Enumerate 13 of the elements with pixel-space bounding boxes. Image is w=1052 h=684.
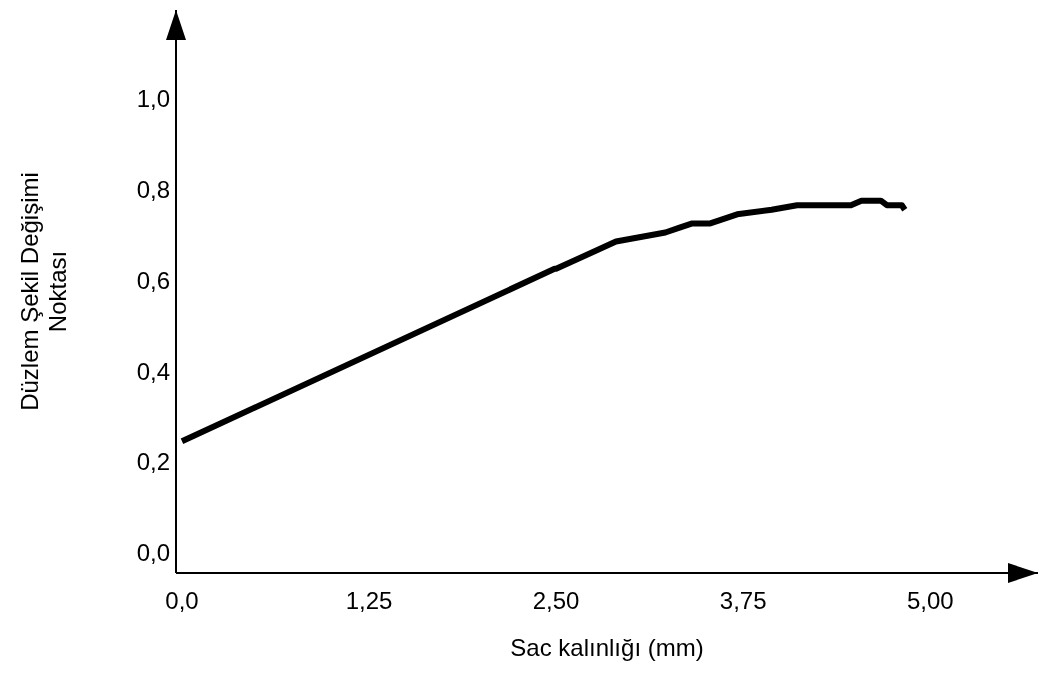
- x-tick-label: 2,50: [532, 587, 580, 614]
- y-tick-label: 0,0: [136, 539, 170, 567]
- y-tick-label: 1,0: [136, 85, 170, 113]
- x-tick-label: 1,25: [345, 587, 393, 614]
- y-axis-title: Düzlem Şekil Değişimi Noktası: [16, 172, 71, 411]
- x-tick-label: 5,00: [906, 587, 954, 614]
- y-tick-label: 0,6: [136, 266, 170, 294]
- x-tick-label: 3,75: [719, 587, 767, 614]
- x-axis-title: Sac kalınlığı (mm): [510, 634, 704, 661]
- y-tick-label: 0,8: [136, 175, 170, 203]
- y-tick-label: 0,4: [136, 357, 170, 385]
- y-tick-label: 0,2: [136, 448, 170, 476]
- x-tick-label: 0,0: [165, 587, 199, 614]
